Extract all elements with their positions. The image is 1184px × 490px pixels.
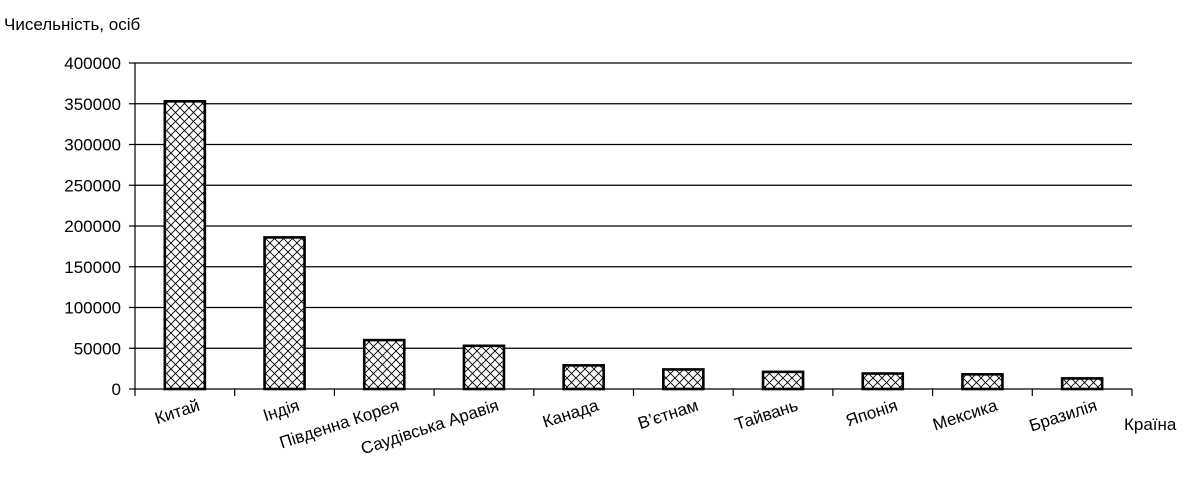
bar [961, 373, 1004, 391]
x-tick-label: Тайвань [732, 396, 800, 434]
y-axis-title: Чисельність, осіб [4, 15, 140, 34]
x-axis-title: Країна [1124, 415, 1177, 434]
y-tick-labels: 0 50000 100000 150000 200000 250000 300000 3500… [64, 54, 121, 399]
x-tick-label: Китай [153, 396, 203, 428]
bar [263, 236, 306, 391]
bar [662, 368, 705, 391]
y-tick-label: 0 [112, 380, 121, 399]
y-tick-label: 50000 [74, 339, 121, 358]
bar [362, 338, 406, 391]
x-tick-label: Бразилія [1027, 396, 1100, 436]
y-tick-label: 200000 [64, 217, 121, 236]
bar [861, 372, 905, 391]
y-tick-label: 350000 [64, 95, 121, 114]
bar [1060, 377, 1104, 391]
x-tick-label: Канада [540, 396, 601, 432]
bar [562, 364, 605, 391]
x-tick-label: Японія [843, 396, 900, 431]
bar [761, 370, 805, 391]
bar [163, 100, 207, 391]
x-tick-label: В’єтнам [636, 396, 701, 433]
y-tick-label: 100000 [64, 299, 121, 318]
y-tick-label: 250000 [64, 176, 121, 195]
y-tick-label: 150000 [64, 258, 121, 277]
y-tick-label: 400000 [64, 54, 121, 73]
x-tick-label: Мексика [930, 396, 1000, 435]
x-tick-label: Індія [261, 396, 302, 426]
bar [462, 344, 506, 391]
y-tick-label: 300000 [64, 136, 121, 155]
